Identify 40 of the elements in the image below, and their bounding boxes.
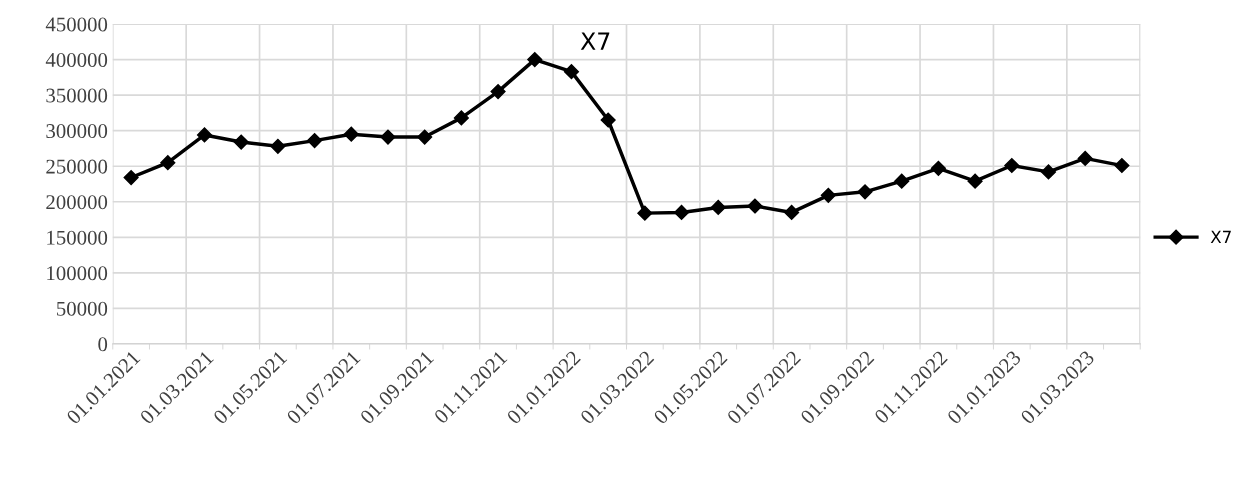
point [196,127,213,143]
point [307,133,323,149]
legend-label: X7 [1210,230,1231,243]
point [233,134,249,150]
point [673,204,690,220]
point [894,173,910,189]
point [563,64,580,80]
point [1040,164,1057,180]
chart-title: X7 [580,32,610,50]
point [343,126,359,142]
y-tick-label: 50000 [57,301,108,316]
point [747,198,763,214]
point [784,204,800,220]
point [857,184,873,200]
y-tick-label: 150000 [47,230,108,245]
point [967,173,983,189]
point [930,160,946,176]
point [1077,150,1093,166]
point [490,84,506,100]
y-tick-label: 0 [98,337,108,352]
point [380,129,396,145]
point [1004,157,1020,174]
y-tick-label: 400000 [45,52,108,68]
point [123,170,139,186]
point [453,110,469,126]
y-tick-label: 450000 [45,17,108,32]
point [710,199,726,216]
y-tick-label: 100000 [47,266,108,281]
y-tick-label: 300000 [46,124,108,139]
point [637,205,653,221]
point [527,52,543,68]
point [1114,157,1130,174]
y-tick-label: 200000 [46,195,108,210]
point [600,112,616,128]
point [417,129,433,145]
y-tick-label: 250000 [46,159,108,174]
y-tick-label: 350000 [46,88,108,103]
point [820,187,836,203]
point [270,138,286,154]
point [160,155,176,171]
